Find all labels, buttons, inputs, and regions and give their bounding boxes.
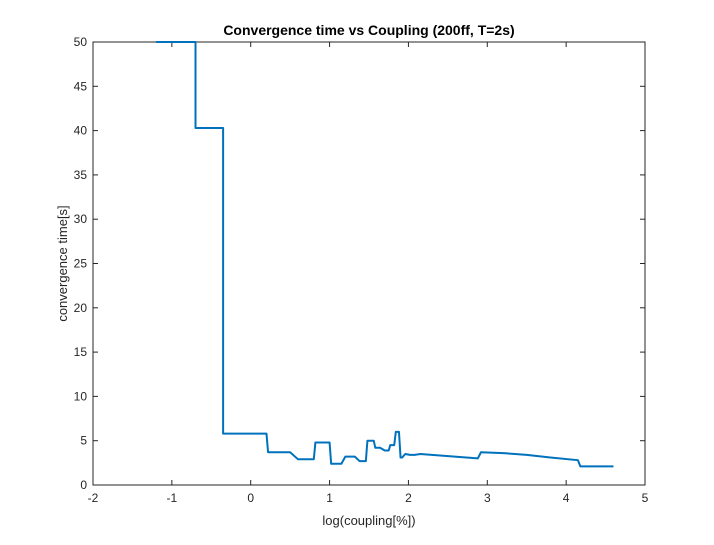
x-tick-label: 5: [642, 491, 649, 505]
chart-title: Convergence time vs Coupling (200ff, T=2…: [223, 22, 514, 38]
y-axis-label: convergence time[s]: [55, 205, 70, 321]
y-tick-label: 35: [74, 168, 88, 182]
y-axis-ticks: 0 5 10 15 20 25 30 35 40 45 50: [74, 35, 645, 492]
x-tick-label: 3: [484, 491, 491, 505]
series-line-0: [156, 41, 614, 468]
y-tick-label: 25: [74, 257, 88, 271]
x-tick-label: -1: [167, 491, 178, 505]
y-tick-label: 5: [80, 434, 87, 448]
y-tick-label: 40: [74, 124, 88, 138]
y-tick-label: 15: [74, 345, 88, 359]
x-tick-label: -2: [88, 491, 99, 505]
plot-frame: [92, 41, 646, 486]
x-axis-label: log(coupling[%]): [322, 513, 415, 528]
x-tick-label: 4: [563, 491, 570, 505]
series-layer: [156, 41, 614, 468]
x-axis-ticks: -2 -1 0 1 2 3 4 5: [88, 42, 649, 505]
y-tick-label: 20: [74, 301, 88, 315]
x-tick-label: 1: [326, 491, 333, 505]
y-tick-label: 50: [74, 35, 88, 49]
y-tick-label: 10: [74, 389, 88, 403]
y-tick-label: 0: [80, 478, 87, 492]
x-tick-label: 0: [247, 491, 254, 505]
y-tick-label: 45: [74, 79, 88, 93]
y-tick-label: 30: [74, 212, 88, 226]
x-tick-label: 2: [405, 491, 412, 505]
